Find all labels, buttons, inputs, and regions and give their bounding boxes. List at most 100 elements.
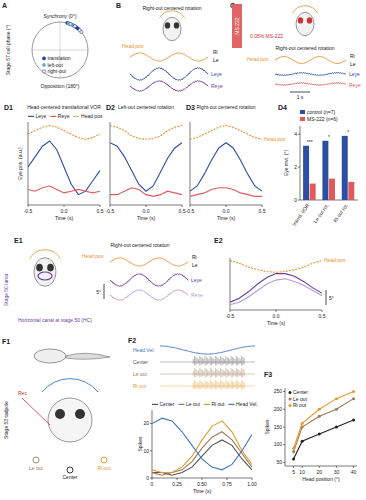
legend-swatch [42,70,45,73]
panel-label: F2 [128,337,136,344]
eye-cartoon [174,22,179,28]
y-tick [150,450,152,451]
raw-spike [206,369,207,377]
series-label: Head pos [264,136,286,142]
raw-spike [233,370,234,376]
rotation-arrow [42,379,98,392]
label: Opposition (180°) [41,83,80,89]
x-axis-label: Time (s) [137,215,155,221]
raw-spike [208,383,209,388]
x-tick-label: 40 [351,469,357,475]
legend-swatch [204,404,210,405]
legend-label: Ri out [211,401,225,407]
eye-cartoon [75,409,85,419]
raw-spike [215,380,216,390]
legend-swatch [42,57,45,60]
series-marker [301,422,304,425]
plot-area [303,136,354,200]
series-marker [318,433,321,436]
panel-label: F1 [2,338,10,345]
legend-label: Head Vel. [236,401,258,407]
tag-box [232,4,242,48]
raw-spike [238,370,239,376]
legend-swatch [289,391,292,394]
eye-cartoon [47,264,54,272]
legend-label: Head pos [81,113,103,119]
legend-label: Center [160,401,175,407]
raw-spike [201,381,202,389]
label: Ri [350,53,355,59]
tadpole-cartoon [34,349,66,363]
label: Le out [29,465,44,471]
label: Reye [211,83,223,89]
raw-spike [203,383,204,388]
series-marker [292,457,295,460]
tag: MS 222 [234,17,240,34]
trace-illustration [110,290,188,301]
x-tick-label: -0.5 [106,208,115,214]
trace-illustration [130,81,208,92]
raw-spike [210,368,211,378]
x-tick-label: 0.5 [259,208,266,214]
head-cartoon [34,258,56,287]
legend-label: control (n=7) [307,109,336,115]
y-axis-label: Spikes [264,419,270,435]
side-label: Stage 53 tadpole [3,401,9,439]
y-tick-label: 0 [146,475,149,481]
raw-spike [212,370,213,376]
head-cartoon [163,17,181,40]
x-tick-label: 30 [334,469,340,475]
eye-cartoon [165,22,170,28]
raw-spike [218,370,219,376]
raw-spike [236,368,237,378]
bar [329,179,335,200]
raw-spike [233,382,234,388]
raw-spike [244,382,245,388]
series-marker [352,397,355,400]
raw-spike [198,359,199,364]
y-tick-label: 250 [274,388,283,394]
label: 1 s [297,94,304,100]
raw-spike [203,371,204,376]
raw-spike [205,356,206,366]
raw-spike [214,371,215,376]
label: Leye [349,71,360,77]
raw-spike [233,358,234,364]
raw-spike [214,359,215,364]
series-line [230,261,322,273]
raw-spike [225,356,226,366]
raw-spike [221,369,222,377]
label: Head pos [247,56,269,62]
y-tick-label: 200 [274,406,283,412]
raw-spike [231,380,232,390]
axis-marker [101,457,107,463]
y-axis [190,122,191,205]
label: Horizontal canal at stage 50 (HC) [18,317,92,323]
legend-label: left-out [48,62,64,68]
label: 5° [96,289,101,295]
legend-swatch [50,116,56,117]
raw-spike [205,380,206,390]
panel-label: E1 [14,237,23,244]
raw-spike [207,358,208,364]
raw-spike [242,381,243,389]
y-tick [283,409,285,410]
x-tick-label: 1.00 [247,481,257,487]
raw-spike [238,358,239,364]
raw-spike [223,358,224,364]
x-axis-label: Time (s) [267,320,285,326]
trace-illustration [130,68,208,81]
raw-spike [212,382,213,388]
raw-spike [201,369,202,377]
raw-spike [197,370,198,376]
label: Center [62,474,77,480]
raw-spike [229,383,230,388]
label: Reye [191,292,203,298]
y-axis [110,122,111,205]
raw-spike [223,370,224,376]
legend-label: Le out [293,396,308,402]
series-line [230,279,322,305]
x-tick-label: 0.0 [61,208,68,214]
significance: *** [307,139,313,145]
raw-spike [235,359,236,364]
